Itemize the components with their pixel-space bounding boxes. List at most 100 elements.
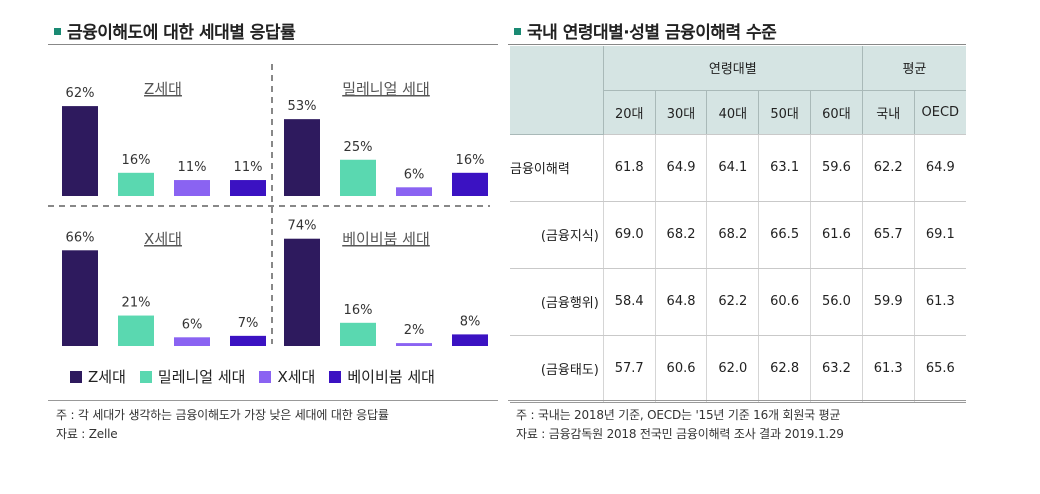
table-cell: 59.6	[810, 134, 863, 202]
table-row: (금융행위) 58.4 64.8 62.2 60.6 56.0 59.9 61.…	[510, 268, 966, 336]
right-title-rule	[508, 44, 966, 45]
table-cell: 61.8	[602, 134, 656, 202]
column-header: 30대	[654, 90, 707, 135]
table-cell: 64.9	[654, 134, 707, 202]
table-cell: 63.1	[758, 134, 811, 202]
column-header: 20대	[602, 90, 656, 135]
right-panel-title: 국내 연령대별·성별 금융이해력 수준	[514, 18, 777, 43]
table-row: 금융이해력 61.8 64.9 64.1 63.1 59.6 62.2 64.9	[510, 134, 966, 202]
data-label: 21%	[122, 296, 151, 311]
bar	[174, 337, 210, 346]
row-label: (금융지식)	[510, 201, 604, 269]
table-cell: 61.6	[810, 201, 863, 269]
bar	[452, 334, 488, 346]
left-note: 주 : 각 세대가 생각하는 금융이해도가 가장 낮은 세대에 대한 응답률	[56, 408, 389, 422]
row-label: (금융행위)	[510, 268, 604, 336]
literacy-table: 연령대별 평균 20대 30대 40대 50대 60대 국내 OECD 금융이해…	[510, 46, 966, 403]
bar-chart-2: 밀레니얼 세대 53% 25% 6% 16%	[284, 80, 488, 196]
table-cell: 61.3	[861, 335, 915, 403]
table-row: (금융지식) 69.0 68.2 68.2 66.5 61.6 65.7 69.…	[510, 201, 966, 269]
data-label: 11%	[234, 160, 263, 175]
table-cell: 62.2	[706, 268, 759, 336]
table-cell: 57.7	[602, 335, 656, 403]
table-cell: 56.0	[810, 268, 863, 336]
legend-item-gen-x: X세대	[259, 366, 315, 387]
table-cell: 64.9	[913, 134, 966, 202]
table-corner	[510, 46, 604, 135]
bar	[62, 250, 98, 346]
bar	[284, 238, 320, 346]
group-header-average: 평균	[861, 46, 966, 91]
bar-chart-1: Z세대 62% 16% 11% 11%	[62, 80, 266, 196]
table-cell: 64.1	[706, 134, 759, 202]
table-cell: 65.7	[861, 201, 915, 269]
chart-title: X세대	[144, 230, 182, 248]
data-label: 74%	[288, 219, 317, 234]
table-cell: 69.0	[602, 201, 656, 269]
data-label: 16%	[344, 303, 373, 318]
legend-item-millennial: 밀레니얼 세대	[139, 366, 245, 387]
data-label: 8%	[460, 314, 481, 329]
bar	[396, 343, 432, 346]
data-label: 2%	[404, 323, 425, 338]
legend-item-baby-boomer: 베이비붐 세대	[329, 366, 435, 387]
table-cell: 66.5	[758, 201, 811, 269]
bar	[340, 322, 376, 346]
data-label: 11%	[178, 160, 207, 175]
legend: Z세대 밀레니얼 세대 X세대 베이비붐 세대	[70, 366, 435, 387]
data-label: 7%	[238, 316, 259, 331]
column-header: OECD	[913, 90, 966, 135]
left-source: 자료 : Zelle	[56, 427, 118, 441]
column-header: 국내	[861, 90, 915, 135]
bar	[62, 106, 98, 196]
right-notes-rule	[508, 400, 966, 401]
table-cell: 62.8	[758, 335, 811, 403]
generation-bar-charts: Z세대 62% 16% 11% 11% 밀레니얼 세대 53% 25% 6% 16% X세대 66% 2…	[48, 64, 490, 346]
bar	[230, 180, 266, 196]
right-panel: 국내 연령대별·성별 금융이해력 수준 연령대별 평균 20대 30대 40대 …	[508, 0, 966, 494]
bar	[284, 119, 320, 196]
title-bullet-icon	[54, 27, 61, 35]
table-cell: 68.2	[706, 201, 759, 269]
column-header: 40대	[706, 90, 759, 135]
table-cell: 60.6	[758, 268, 811, 336]
table-cell: 69.1	[913, 201, 966, 269]
bar	[118, 315, 154, 346]
legend-swatch	[139, 370, 152, 383]
data-label: 16%	[122, 153, 151, 168]
bar-chart-4: 베이비붐 세대 74% 16% 2% 8%	[284, 219, 488, 346]
table-cell: 62.0	[706, 335, 759, 403]
table-cell: 60.6	[654, 335, 707, 403]
table-cell: 61.3	[913, 268, 966, 336]
data-label: 66%	[66, 230, 95, 245]
table-cell: 63.2	[810, 335, 863, 403]
legend-swatch	[329, 370, 342, 383]
table-cell: 64.8	[654, 268, 707, 336]
right-source: 자료 : 금융감독원 2018 전국민 금융이해력 조사 결과 2019.1.2…	[516, 427, 844, 441]
bar-chart-3: X세대 66% 21% 6% 7%	[62, 230, 266, 346]
row-label: (금융태도)	[510, 335, 604, 403]
bar	[174, 180, 210, 196]
legend-item-gen-z: Z세대	[70, 366, 126, 387]
chart-title: Z세대	[144, 80, 182, 98]
title-bullet-icon	[514, 27, 521, 35]
table-row: (금융태도) 57.7 60.6 62.0 62.8 63.2 61.3 65.…	[510, 335, 966, 403]
chart-title: 베이비붐 세대	[342, 230, 430, 248]
bar	[452, 172, 488, 196]
bar	[396, 187, 432, 196]
data-label: 25%	[344, 140, 373, 155]
table-cell: 58.4	[602, 268, 656, 336]
group-header-age: 연령대별	[602, 46, 863, 91]
column-header: 60대	[810, 90, 863, 135]
data-label: 6%	[404, 167, 425, 182]
left-panel: 금융이해도에 대한 세대별 응답률 Z세대 62% 16% 11% 11% 밀레니얼 세대…	[48, 0, 498, 494]
chart-title: 밀레니얼 세대	[342, 80, 430, 98]
data-label: 62%	[66, 86, 95, 101]
table-cell: 65.6	[913, 335, 966, 403]
column-header: 50대	[758, 90, 811, 135]
left-panel-title: 금융이해도에 대한 세대별 응답률	[54, 18, 296, 43]
table-cell: 68.2	[654, 201, 707, 269]
bar	[118, 172, 154, 196]
legend-swatch	[259, 370, 272, 383]
bar	[340, 159, 376, 196]
